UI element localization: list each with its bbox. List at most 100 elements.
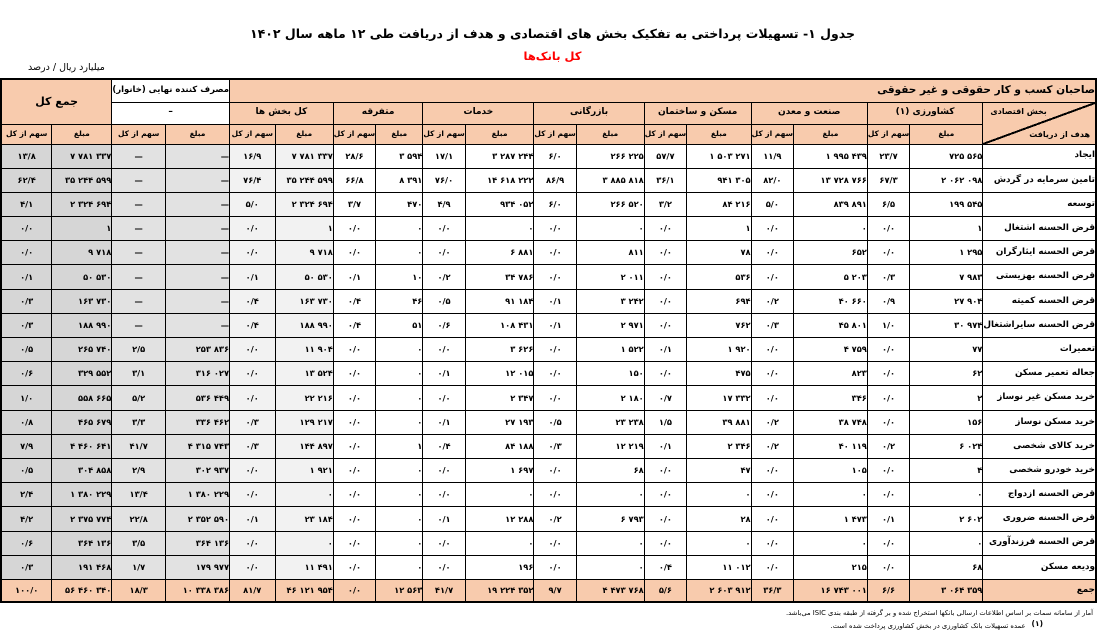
cell-share: ۰/۰ xyxy=(0,216,53,242)
group-header-services: خدمات xyxy=(422,101,535,125)
table-row: قرض الحسنه سایراشتغال ۳۰ ۹۷۴ ۱/۰ ۴۵ ۸۰۱ ۰/۳ ۷… xyxy=(0,312,1097,339)
cell-amount: ۱۴۴ ۸۹۷ xyxy=(274,433,334,459)
cell-share: ۰/۰ xyxy=(332,578,377,603)
cell-share: ۰/۰ xyxy=(643,482,688,508)
cell-share: ۰/۰ xyxy=(229,482,276,508)
cell-share: ۴۱/۷ xyxy=(422,578,466,603)
page-title: جدول ۱- تسهیلات پرداختی به تفکیک بخش های… xyxy=(250,26,855,41)
cell-amount: ۹ ۷۱۸ xyxy=(51,240,113,266)
cell-share: ۰/۰ xyxy=(866,554,911,580)
cell-share: ۰/۰ xyxy=(750,482,795,508)
cell-amount: ۰ xyxy=(375,457,424,484)
cell-amount: ۶۵۲ xyxy=(793,240,868,266)
cell-share: ۰/۱ xyxy=(643,433,688,459)
cell-amount: ۳ ۵۹۴ xyxy=(375,143,424,169)
cell-share: ۰/۳ xyxy=(750,312,795,339)
cell-share: ۰/۰ xyxy=(422,457,466,484)
cell-share: ۶/۵ xyxy=(866,191,911,218)
amount-subheader: مبلغ xyxy=(464,123,535,145)
cell-share: ۵/۲ xyxy=(111,385,167,411)
cell-share: ۰/۰ xyxy=(643,506,688,532)
cell-share: ۰/۰ xyxy=(229,240,276,266)
cell-share: ۰/۰ xyxy=(866,385,911,411)
cell-amount: ۲ ۰۶۲ ۰۹۸ xyxy=(909,167,984,193)
cell-share: ۷۶/۴ xyxy=(229,167,276,193)
cell-share: ۴/۲ xyxy=(0,506,53,532)
cell-share: ۰/۰ xyxy=(533,264,577,290)
cell-share: ۳/۲ xyxy=(643,191,688,218)
cell-amount: ۲ xyxy=(909,385,984,411)
diagonal-divider xyxy=(983,103,1095,143)
cell-amount: ۶۸ xyxy=(909,554,984,580)
cell-share: ۰/۰ xyxy=(866,336,911,363)
row-label: خرید خودرو شخصی xyxy=(982,457,1097,484)
cell-share: ۰/۸ xyxy=(0,409,53,435)
cell-amount: ۰ xyxy=(909,530,984,556)
cell-amount: ۹ ۷۱۸ xyxy=(274,240,334,266)
cell-amount: ۰ xyxy=(909,482,984,508)
cell-share: ۰/۶ xyxy=(422,312,466,339)
cell-share: ۰/۰ xyxy=(229,336,276,363)
amount-subheader: مبلغ xyxy=(51,123,113,145)
table-row: قرض الحسنه ضروری ۲ ۶۰۲ ۰/۱ ۱ ۴۷۳ ۰/۰ ۲۸ ۰/۰ ۶ ۷… xyxy=(0,506,1097,532)
cell-share: ۰/۰ xyxy=(643,312,688,339)
cell-share: ۰/۱ xyxy=(0,264,53,290)
cell-amount: — xyxy=(165,143,231,169)
cell-share: — xyxy=(111,288,167,314)
table-row: توسعه ۱۹۹ ۵۴۵ ۶/۵ ۸۳۹ ۸۹۱ ۵/۰ ۸۴ ۲۱۶ ۳/۲ ۲۶۶ ۵۲… xyxy=(0,191,1097,218)
cell-share: ۰/۰ xyxy=(422,240,466,266)
cell-amount: ۰ xyxy=(793,530,868,556)
cell-share: ۰/۰ xyxy=(332,240,377,266)
cell-share: ۰/۰ xyxy=(750,385,795,411)
cell-amount: ۲ ۳۵۲ ۵۹۰ xyxy=(165,506,231,532)
cell-share: ۰/۰ xyxy=(332,433,377,459)
cell-amount: ۲ ۳۲۴ ۶۹۴ xyxy=(274,191,334,218)
group-header-agriculture: کشاورزی (۱) xyxy=(866,101,984,125)
cell-amount: ۲ ۳۴۶ xyxy=(686,433,752,459)
cell-amount: ۱ ۳۸۰ ۲۲۹ xyxy=(165,482,231,508)
cell-amount: ۱ ۹۲۱ xyxy=(274,457,334,484)
footnote-1-ref: (۱) xyxy=(1031,619,1043,628)
cell-amount: ۱ xyxy=(51,216,113,242)
cell-amount: ۲۵۳ ۸۳۶ xyxy=(165,336,231,363)
cell-amount: ۶ ۰۲۴ xyxy=(909,433,984,459)
row-label: ودیعه مسکن xyxy=(982,554,1097,580)
cell-share: ۰/۵ xyxy=(0,457,53,484)
cell-share: ۰/۱ xyxy=(229,264,276,290)
cell-amount: ۱۹۱ ۴۶۸ xyxy=(51,554,113,580)
cell-amount: ۹۴۱ ۳۰۵ xyxy=(686,167,752,193)
group-header-commerce: بازرگانی xyxy=(533,101,645,125)
cell-amount: ۴۷۵ xyxy=(686,361,752,387)
total-row: جمع ۳ ۰۶۴ ۳۵۹ ۶/۶ ۱۶ ۷۴۳ ۰۰۱ ۳۶/۳ ۲ ۶۰۳ ۹۱۲ ۵/… xyxy=(0,578,1097,603)
cell-share: ۰/۰ xyxy=(229,457,276,484)
cell-amount: — xyxy=(165,191,231,218)
cell-amount: ۸۳۹ ۸۹۱ xyxy=(793,191,868,218)
cell-amount: ۰ xyxy=(375,336,424,363)
cell-amount: ۹۳۴ ۰۵۲ xyxy=(464,191,535,218)
cell-share: ۲/۴ xyxy=(0,482,53,508)
cell-share: ۰/۰ xyxy=(229,530,276,556)
cell-share: ۶/۰ xyxy=(533,191,577,218)
cell-share: ۰/۱ xyxy=(533,288,577,314)
cell-share: ۰/۲ xyxy=(750,409,795,435)
table-row: قرض الحسنه بهزیستی ۷ ۹۸۳ ۰/۳ ۵ ۲۰۳ ۰/۰ ۵۳۶ ۰/۰… xyxy=(0,264,1097,290)
cell-share: ۰/۰ xyxy=(750,216,795,242)
cell-amount: ۲ ۹۷۱ xyxy=(575,312,645,339)
cell-share: ۰/۱ xyxy=(422,506,466,532)
cell-share: ۰/۰ xyxy=(533,216,577,242)
cell-amount: ۲ ۳۴۷ xyxy=(464,385,535,411)
cell-amount: ۶ ۷۹۳ xyxy=(575,506,645,532)
cell-amount: ۱۸۸ ۹۹۰ xyxy=(274,312,334,339)
cell-share: ۰/۱ xyxy=(533,312,577,339)
cell-share: ۰/۰ xyxy=(750,240,795,266)
header-band-row: صاحبان کسب و کار حقوقی و غیر حقوقی مصرف … xyxy=(0,78,1097,125)
cell-share: ۲۳/۷ xyxy=(866,143,911,169)
cell-amount: ۱۷۹ ۹۷۷ xyxy=(165,554,231,580)
cell-share: ۲/۵ xyxy=(111,336,167,363)
share-subheader: سهم از کل xyxy=(422,123,466,145)
cell-amount: ۱۹ ۲۲۴ ۳۵۲ xyxy=(464,578,535,603)
cell-share: ۰/۷ xyxy=(643,385,688,411)
cell-amount: ۴ ۷۵۹ xyxy=(793,336,868,363)
cell-amount: ۰ xyxy=(375,361,424,387)
corner-purpose-label: هدف از دریافت xyxy=(1029,130,1090,140)
